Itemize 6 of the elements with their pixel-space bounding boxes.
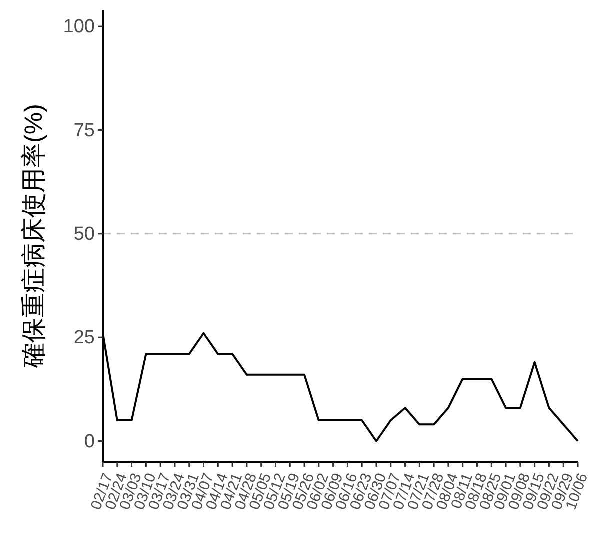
y-tick-label: 0	[84, 431, 95, 452]
y-axis-title: 確保重症病床使用率(%)	[20, 104, 48, 369]
y-tick-label: 100	[63, 16, 95, 38]
y-tick-label: 25	[74, 328, 95, 349]
y-tick-label: 50	[74, 224, 95, 245]
y-tick-label: 75	[74, 120, 95, 142]
